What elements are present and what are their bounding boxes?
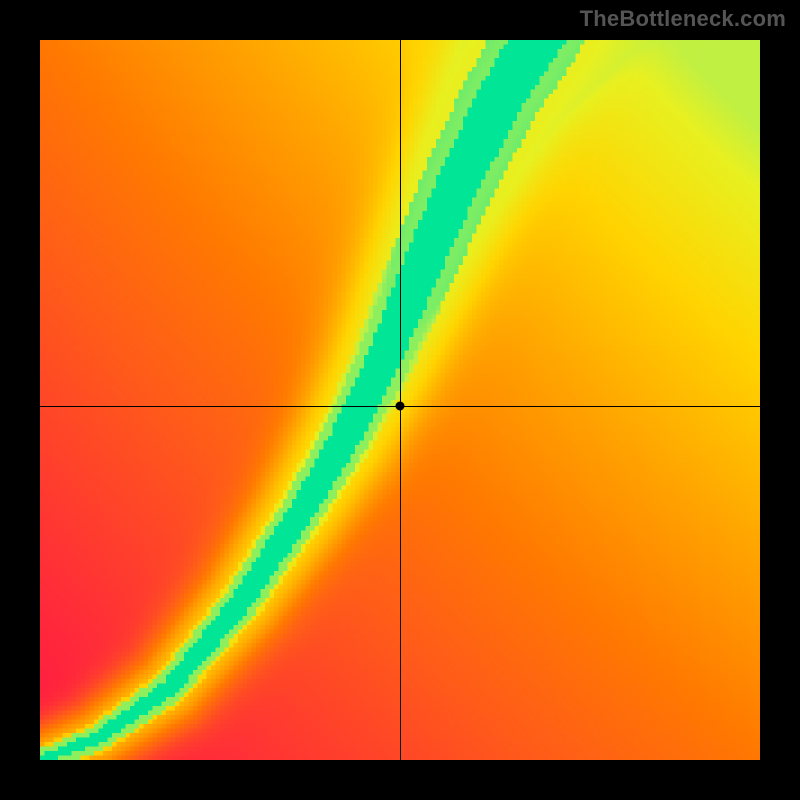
crosshair-vertical bbox=[400, 40, 401, 760]
figure-root: TheBottleneck.com bbox=[0, 0, 800, 800]
crosshair-marker bbox=[396, 401, 405, 410]
plot-area bbox=[40, 40, 760, 760]
watermark-text: TheBottleneck.com bbox=[580, 6, 786, 32]
